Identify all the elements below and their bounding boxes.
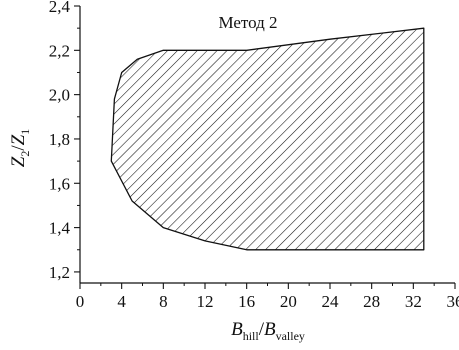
- y-tick-label: 1,8: [49, 130, 70, 149]
- feasible-region: [111, 28, 424, 250]
- x-tick-label: 20: [280, 292, 297, 311]
- x-tick-label: 28: [363, 292, 380, 311]
- chart-title: Метод 2: [218, 13, 277, 32]
- y-tick-label: 1,2: [49, 263, 70, 282]
- y-axis-title-main: Z: [8, 156, 29, 167]
- plot-region: [111, 28, 424, 250]
- x-axis-title: Bhill/Bvalley: [231, 319, 305, 343]
- y-tick-label: 1,4: [49, 219, 71, 238]
- x-axis-title-sub1: hill: [243, 329, 260, 343]
- x-tick-label: 16: [238, 292, 255, 311]
- x-axis-title-main: B: [231, 319, 243, 340]
- x-axis-title-sub2: valley: [276, 329, 305, 343]
- y-axis-title-main2: Z: [8, 134, 29, 145]
- y-tick-label: 1,6: [49, 174, 70, 193]
- x-axis-title-main2: B: [264, 319, 276, 340]
- x-tick-label: 24: [322, 292, 340, 311]
- x-axis-ticks: 0 4 8 12 16 20 24 28 32 36: [76, 283, 459, 311]
- y-tick-label: 2,2: [49, 41, 70, 60]
- y-axis-title: Z2/Z1: [8, 129, 32, 167]
- y-tick-label: 2,4: [49, 0, 71, 16]
- y-axis-title-sub2: 1: [18, 129, 32, 135]
- x-tick-label: 12: [197, 292, 214, 311]
- x-tick-label: 0: [76, 292, 85, 311]
- x-tick-label: 4: [117, 292, 126, 311]
- y-tick-label: 2,0: [49, 86, 70, 105]
- x-tick-label: 36: [447, 292, 459, 311]
- y-axis-ticks: 1,2 1,4 1,6 1,8 2,0 2,2 2,4: [49, 0, 80, 282]
- x-tick-label: 8: [159, 292, 168, 311]
- x-tick-label: 32: [405, 292, 422, 311]
